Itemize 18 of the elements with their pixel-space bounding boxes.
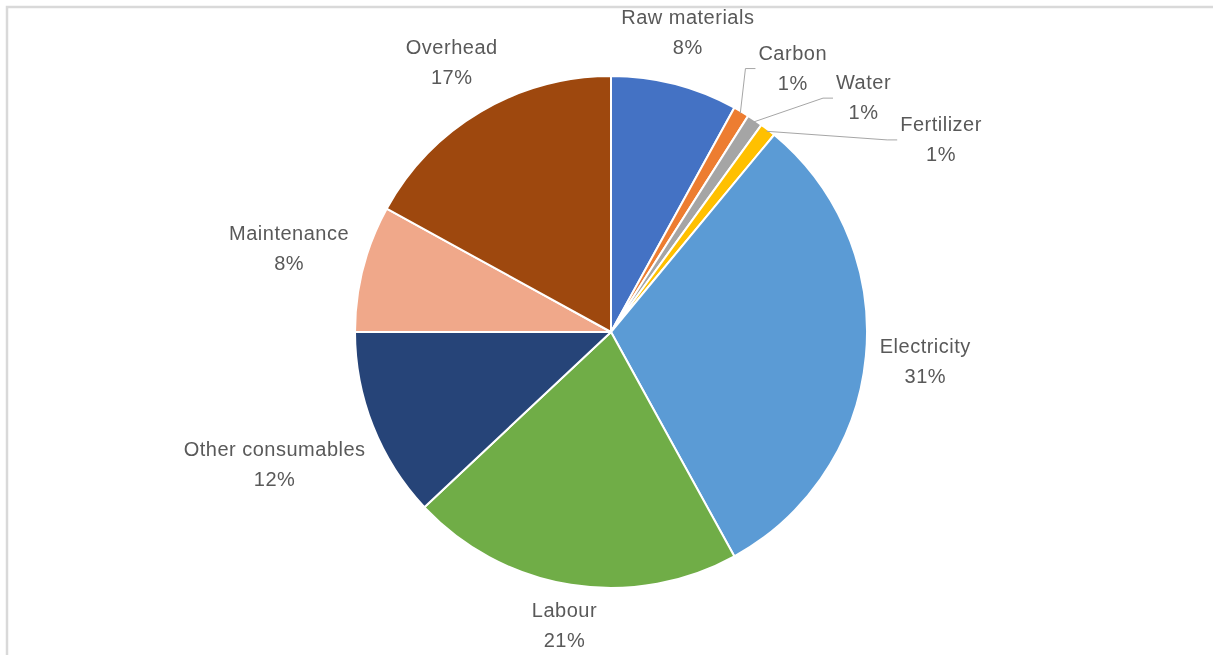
slice-label: Other consumables	[183, 438, 366, 461]
data-label: 17%	[430, 65, 473, 88]
data-label: 1%	[848, 101, 879, 124]
slice-label: Carbon	[758, 41, 828, 64]
data-label: 21%	[543, 629, 586, 652]
data-label: 8%	[672, 35, 703, 58]
slice-label: Electricity	[879, 334, 971, 357]
data-label: 1%	[777, 71, 808, 94]
data-label: 31%	[904, 364, 947, 387]
data-label: 8%	[274, 252, 305, 275]
data-label: 12%	[253, 468, 296, 491]
slice-label: Labour	[531, 599, 598, 622]
slice-label: Fertilizer	[900, 112, 982, 135]
slice-label: Maintenance	[229, 222, 350, 245]
slice-label: Overhead	[405, 35, 498, 58]
data-label: 1%	[926, 142, 956, 165]
slice-label: Raw materials	[621, 5, 755, 28]
slice-label: Water	[835, 71, 892, 94]
